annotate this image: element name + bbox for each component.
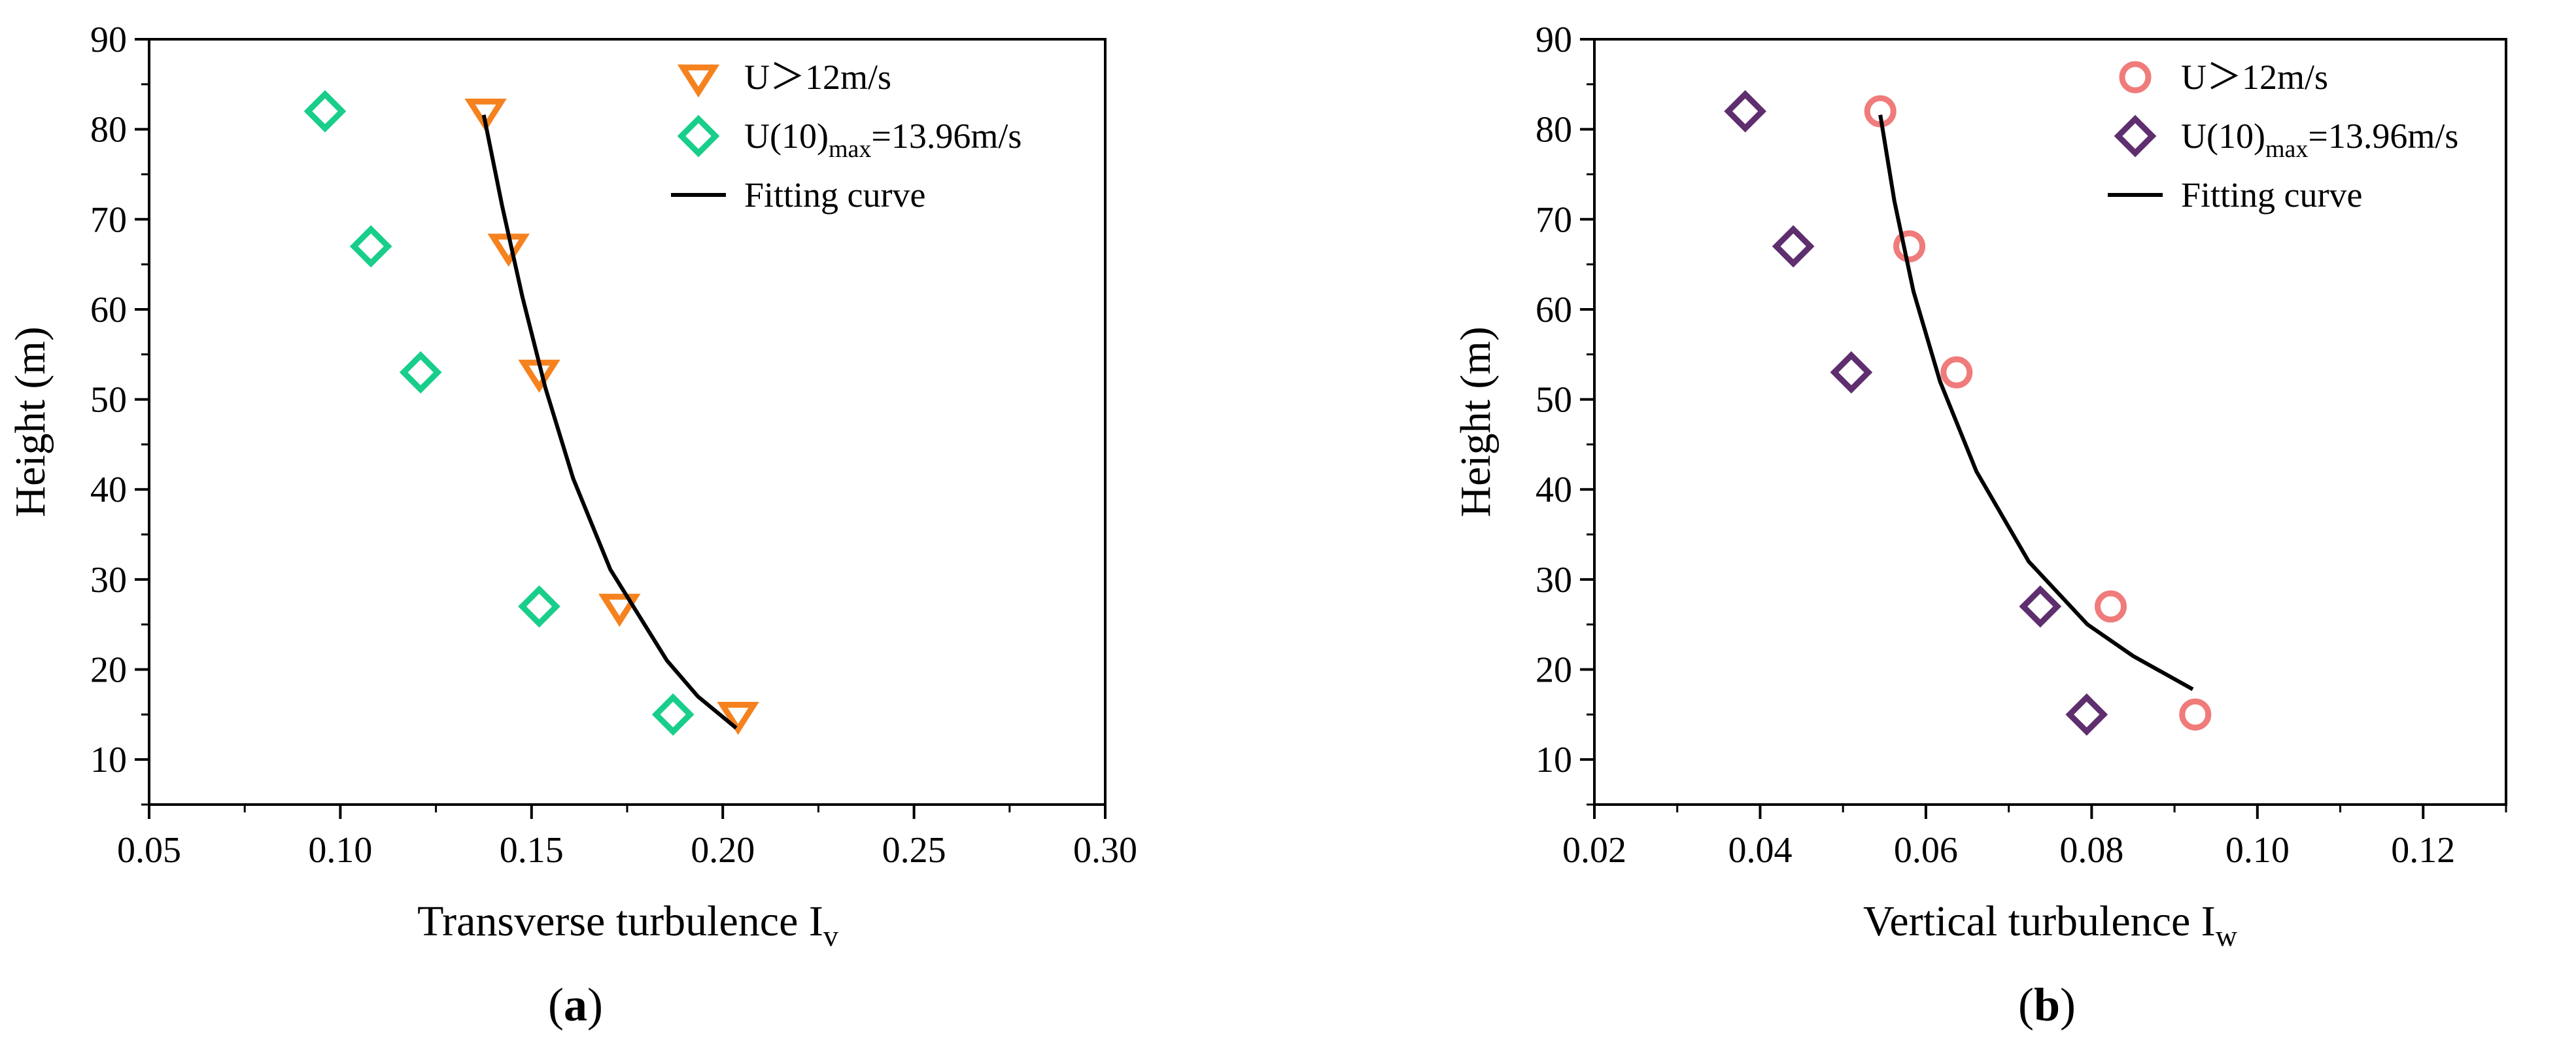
data-point-series-1	[399, 351, 442, 394]
x-axis-title-main: Vertical turbulence I	[1863, 897, 2216, 945]
x-tick-label: 0.06	[1894, 830, 1958, 871]
x-tick-label: 0.04	[1728, 830, 1792, 871]
y-tick-label: 50	[90, 380, 127, 421]
data-point-series-1	[1830, 351, 1873, 394]
panel-label: (a)	[548, 979, 603, 1031]
plot-frame	[1593, 38, 2507, 806]
legend-marker-series-1	[2114, 114, 2157, 158]
data-point-series-1	[2065, 693, 2108, 736]
data-point-series-0	[1893, 230, 1926, 263]
legend-label-series-0: U＞12m/s	[744, 58, 891, 97]
x-tick-label: 0.05	[117, 830, 181, 871]
x-axis-title: Vertical turbulence Iw	[1863, 897, 2238, 952]
legend-label-series-1: U(10)max=13.96m/s	[2181, 116, 2458, 163]
y-axis-title: Height (m)	[7, 326, 54, 517]
data-point-series-0	[1940, 356, 1973, 389]
y-tick-label: 40	[1536, 470, 1572, 510]
x-axis-title-main: Transverse turbulence I	[417, 897, 823, 945]
legend-marker-series-0	[2119, 61, 2152, 94]
x-axis-title-subscript: v	[823, 919, 838, 952]
y-tick-label: 90	[90, 20, 127, 60]
legend-label-series-2: Fitting curve	[2181, 175, 2362, 215]
x-tick-label: 0.10	[2225, 830, 2290, 871]
data-point-series-0	[598, 593, 641, 627]
legend-marker-series-0	[677, 64, 720, 98]
x-tick-label: 0.12	[2391, 830, 2455, 871]
data-point-series-1	[1724, 90, 1767, 133]
y-tick-label: 40	[90, 470, 127, 510]
y-axis-title: Height (m)	[1452, 326, 1500, 517]
x-tick-label: 0.10	[308, 830, 372, 871]
y-tick-label: 10	[1536, 740, 1572, 780]
y-tick-label: 50	[1536, 380, 1572, 421]
data-point-series-1	[349, 225, 392, 268]
data-point-series-0	[464, 98, 507, 132]
fitting-curve	[481, 114, 738, 730]
data-point-series-1	[1772, 225, 1815, 268]
x-tick-label: 0.08	[2059, 830, 2123, 871]
data-point-series-0	[2095, 590, 2127, 623]
x-tick-label: 0.15	[500, 830, 564, 871]
y-tick-label: 60	[1536, 290, 1572, 330]
y-tick-label: 80	[90, 110, 127, 150]
data-point-series-0	[717, 701, 759, 735]
y-tick-label: 20	[90, 650, 127, 691]
y-tick-label: 80	[1536, 110, 1572, 150]
data-point-series-1	[2019, 585, 2062, 628]
data-point-series-1	[303, 90, 347, 133]
data-point-series-1	[651, 693, 695, 736]
legend-label-series-2: Fitting curve	[744, 175, 925, 215]
data-point-series-0	[2179, 698, 2212, 731]
y-tick-label: 70	[1536, 200, 1572, 240]
x-tick-label: 0.30	[1073, 830, 1137, 871]
y-tick-label: 70	[90, 200, 127, 240]
chart-panel-b: 10 20 30 40 50 60 70 80 90 0.02 0.04 0.06 0.08 0.10 0.…	[1452, 20, 2507, 1031]
panel-label: (b)	[2018, 979, 2076, 1031]
x-axis-title: Transverse turbulence Iv	[417, 897, 838, 952]
y-tick-label: 30	[1536, 560, 1572, 600]
x-tick-label: 0.02	[1562, 830, 1626, 871]
legend-marker-series-1	[677, 114, 720, 158]
x-axis-title-subscript: w	[2216, 919, 2238, 952]
y-tick-label: 60	[90, 290, 127, 330]
x-tick-label: 0.25	[882, 830, 946, 871]
y-tick-label: 90	[1536, 20, 1572, 60]
legend-label-series-1: U(10)max=13.96m/s	[744, 116, 1022, 163]
fitting-curve	[1878, 114, 2194, 691]
data-point-series-1	[518, 585, 560, 628]
y-tick-label: 30	[90, 560, 127, 600]
chart-panel-a: 10 20 30 40 50 60 70 80 90 0.05 0.10 0.15 0.20 0.25 0.…	[7, 20, 1137, 1031]
y-tick-label: 20	[1536, 650, 1572, 691]
legend-label-series-0: U＞12m/s	[2181, 58, 2328, 97]
x-tick-label: 0.20	[691, 830, 755, 871]
y-tick-label: 10	[90, 740, 127, 780]
